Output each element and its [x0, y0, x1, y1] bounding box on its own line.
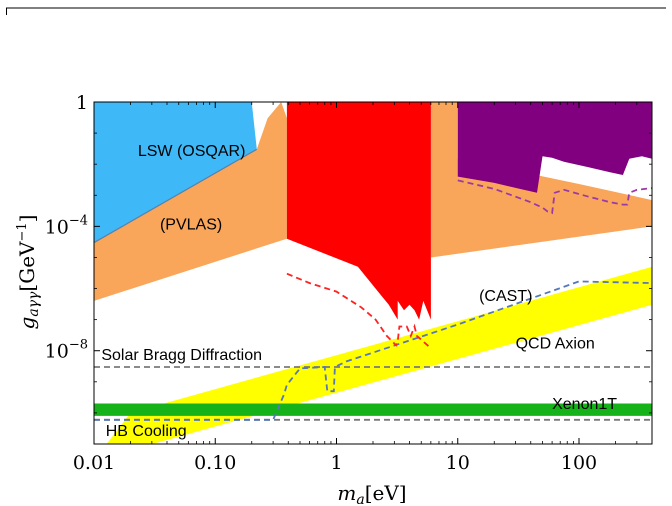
y-tick-label: 1 — [76, 92, 88, 114]
label-qcd-axion: QCD Axion — [516, 335, 595, 352]
top-border-line — [6, 7, 666, 15]
region-unlabeled-3 — [286, 102, 431, 320]
label-solar-bragg-diffraction: Solar Bragg Diffraction — [101, 347, 262, 364]
x-axis-ticks: 0.01 0.10 1 10 100 — [73, 102, 638, 474]
line-unlabeled-4 — [457, 179, 652, 215]
y-axis-ticks: 1 10−4 10−8 — [45, 92, 652, 445]
region-lsw-osqar — [94, 102, 257, 243]
region-unlabeled-4 — [457, 102, 652, 193]
limit-lines — [94, 179, 652, 421]
x-tick-label: 100 — [561, 452, 597, 474]
x-tick-label: 1 — [330, 452, 342, 474]
x-axis-label: ma[eV] — [337, 481, 406, 506]
lsw-boundary-line — [94, 148, 258, 244]
x-tick-label: 10 — [446, 452, 470, 474]
y-tick-label: 10−8 — [45, 338, 88, 363]
y-axis-label: gaγγ[GeV−1] — [15, 215, 42, 330]
region-xenon1t — [94, 403, 652, 416]
region-unlabeled-2 — [430, 102, 652, 258]
label-xenon1t: Xenon1T — [552, 396, 617, 413]
label-pvlas: (PVLAS) — [160, 216, 222, 233]
y-tick-label: 10−4 — [45, 213, 88, 238]
label-lsw-osqar: LSW (OSQAR) — [138, 143, 246, 160]
x-tick-label: 0.01 — [73, 452, 115, 474]
region-labels: LSW (OSQAR) (PVLAS) (CAST) QCD Axion Solar B… — [101, 143, 617, 440]
region-pvlas — [94, 102, 287, 301]
exclusion-regions — [94, 102, 652, 444]
region-qcd-axion — [106, 266, 652, 444]
label-cast: (CAST) — [479, 288, 532, 305]
x-tick-label: 0.10 — [194, 452, 236, 474]
label-hb-cooling: HB Cooling — [106, 423, 187, 440]
